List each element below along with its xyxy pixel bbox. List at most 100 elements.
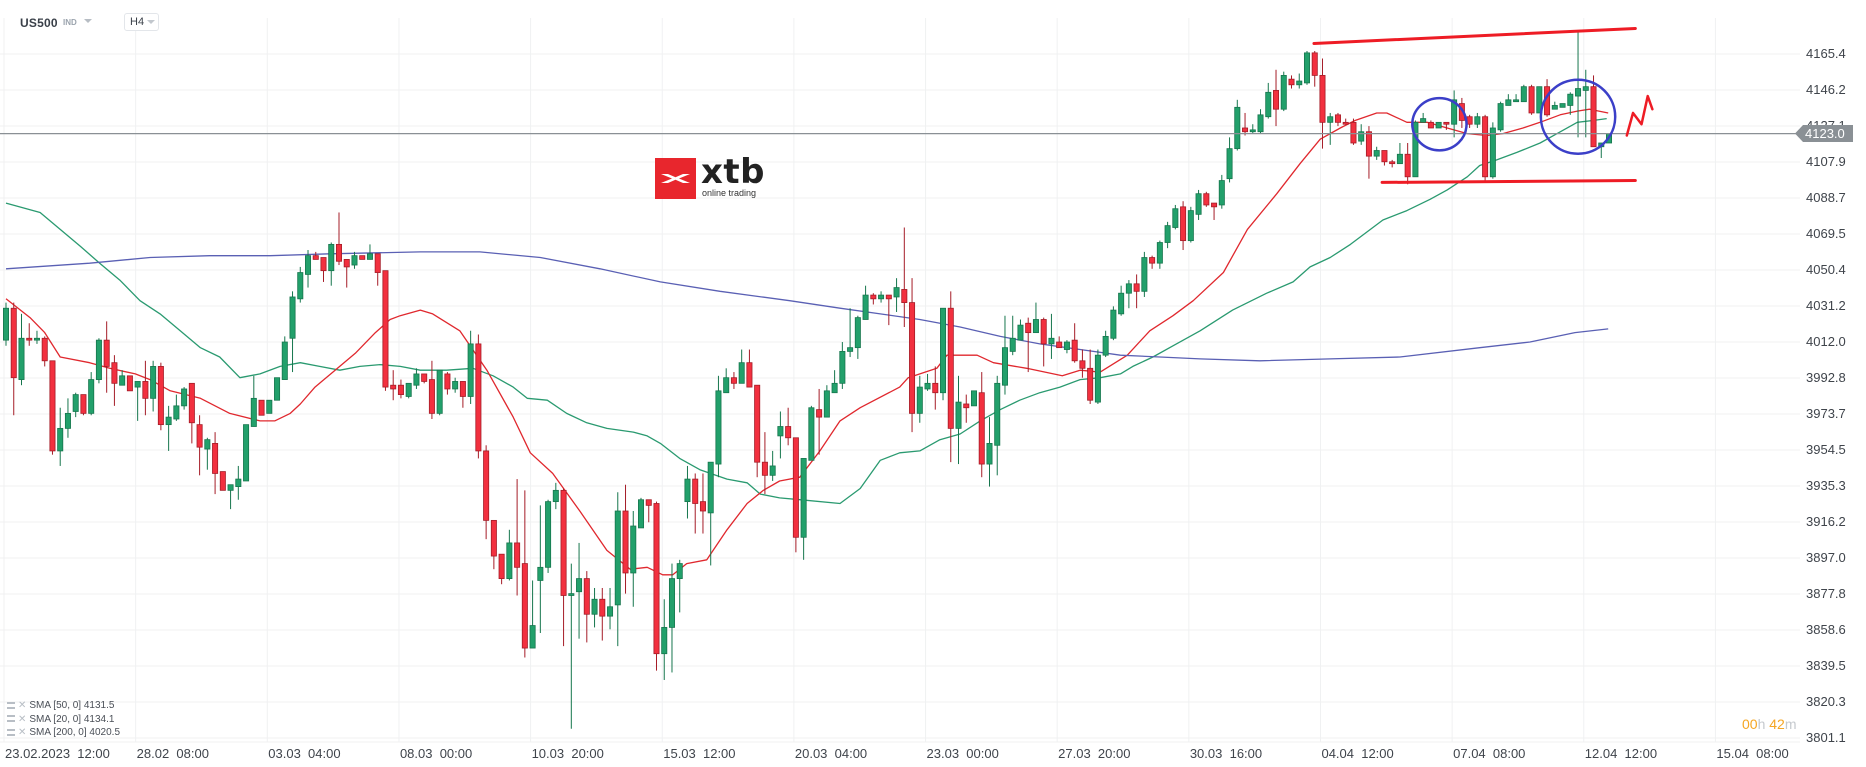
candle-bullish [64,398,71,438]
price-axis-label: 4146.2 [1806,82,1846,97]
time-axis-label: 10.03 20:00 [531,746,604,761]
current-price-tag: 4123.0 [1795,125,1853,143]
timeframe-value: H4 [130,16,145,28]
candle-bullish [1187,206,1194,243]
timeframe-select[interactable]: H4 [124,13,159,31]
candle-bullish [668,563,675,673]
price-axis-label: 4031.2 [1806,298,1846,313]
candle-bullish [119,370,126,386]
indicator-settings-icon[interactable] [7,701,15,709]
price-axis-label: 3897.0 [1806,550,1846,565]
price-axis-label: 4012.0 [1806,334,1846,349]
price-axis-label: 3916.2 [1806,514,1846,529]
candle-bearish [80,394,87,416]
legend-item-sma50[interactable]: ✕ SMA [50, 0] 4131.5 [7,700,120,714]
candle-bullish [1358,124,1365,145]
candle-bullish [994,375,1001,476]
candle-bullish [1296,73,1303,89]
candle-bearish [978,372,985,478]
candle-bullish [1575,32,1582,138]
candle-bullish [297,266,304,303]
candle-bullish [1001,315,1008,395]
candle-bearish [514,479,521,596]
candle-bearish [622,484,629,594]
candle-bearish [483,445,490,540]
candle-bearish [792,437,799,553]
price-axis-label: 3935.3 [1806,478,1846,493]
candle-bullish [33,330,40,344]
candle-bullish [1032,302,1039,334]
candle-bearish [1071,323,1078,363]
candle-bullish [723,368,730,394]
time-axis-label: 27.03 20:00 [1058,746,1131,761]
candle-bullish [1141,251,1148,297]
candle-bullish [173,394,180,421]
candle-bearish [157,362,164,431]
channel-bottom-trendline[interactable] [1380,179,1637,184]
legend-item-sma200[interactable]: ✕ SMA [200, 0] 4020.5 [7,727,120,741]
candle-bullish [986,417,993,487]
candle-bullish [351,251,358,269]
candle-bullish [591,587,598,628]
candle-bullish [1218,174,1225,209]
highlight-circle[interactable] [1539,78,1617,155]
price-axis-label: 3954.5 [1806,442,1846,457]
candle-bullish [274,377,281,401]
legend-item-sma20[interactable]: ✕ SMA [20, 0] 4134.1 [7,714,120,728]
candle-bullish [1017,319,1024,341]
candle-bullish [72,392,79,418]
candle-bullish [1280,71,1287,112]
price-axis-label: 3820.3 [1806,694,1846,709]
candle-bullish [878,291,885,303]
indicator-legend: ✕ SMA [50, 0] 4131.5 ✕ SMA [20, 0] 4134.1 … [7,700,120,741]
candle-bearish [1427,120,1434,129]
candle-bearish [428,360,435,420]
candle-bullish [1048,313,1055,359]
remove-indicator-icon[interactable]: ✕ [18,713,27,725]
remove-indicator-icon[interactable]: ✕ [18,727,27,738]
price-axis-label: 3801.1 [1806,730,1846,745]
symbol-name[interactable]: US500 [20,16,58,30]
price-axis-label: 4165.4 [1806,46,1846,61]
candle-bearish [382,270,389,391]
channel-top-trendline[interactable] [1312,26,1637,45]
candle-bearish [699,473,706,534]
candle-bullish [715,375,722,478]
candle-bullish [1249,124,1256,134]
candle-bearish [1288,75,1295,89]
candle-bullish [831,370,838,394]
time-axis-label: 03.03 04:00 [268,746,341,761]
candle-bullish [227,484,234,510]
candle-bullish [777,411,784,459]
logo-tagline: online trading [702,188,757,198]
candle-bullish [1551,101,1558,110]
candle-bearish [397,379,404,399]
projection-zigzag[interactable] [1625,94,1654,137]
candle-bullish [1257,109,1264,134]
candle-bearish [343,259,350,288]
time-axis-label: 20.03 04:00 [794,746,868,761]
remove-indicator-icon[interactable]: ✕ [18,700,27,711]
candle-bullish [661,599,668,680]
candle-bullish [537,505,544,634]
candle-bearish [583,571,590,643]
indicator-settings-icon[interactable] [7,728,15,736]
candle-bullish [467,330,474,404]
candle-bearish [1528,84,1535,115]
candle-bearish [1211,202,1218,220]
highlight-circle[interactable] [1411,96,1468,152]
candle-bearish [1273,69,1280,127]
symbol-dropdown-caret-icon[interactable] [84,19,92,23]
candle-bullish [413,368,420,389]
candle-bearish [1334,112,1341,127]
candle-bullish [1505,94,1512,106]
candle-bullish [1102,330,1109,358]
candle-bearish [909,278,916,433]
candle-bullish [924,373,931,391]
price-axis-label: 3973.7 [1806,406,1846,421]
indicator-settings-icon[interactable] [7,715,15,723]
candle-bearish [212,432,219,495]
price-axis-label: 4069.5 [1806,226,1846,241]
